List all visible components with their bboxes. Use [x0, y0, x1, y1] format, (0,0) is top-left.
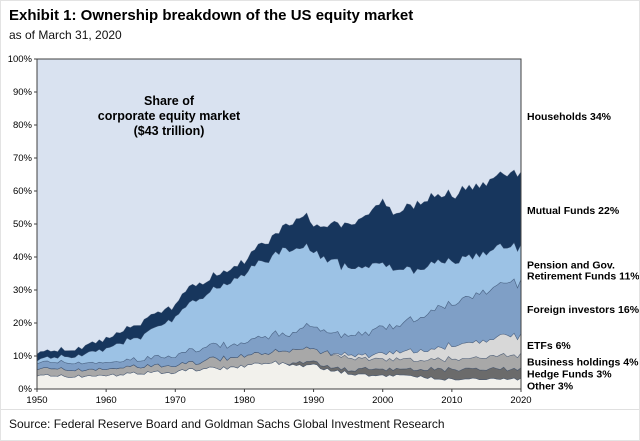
series-label-households: Households 34% [527, 111, 612, 123]
series-label-mutual-funds: Mutual Funds 22% [527, 205, 620, 217]
x-tick-label: 2020 [510, 395, 531, 406]
y-tick-label: 30% [13, 285, 33, 296]
series-label-hedge-funds: Hedge Funds 3% [527, 369, 612, 381]
x-tick-label: 1960 [96, 395, 117, 406]
y-tick-label: 90% [13, 87, 33, 98]
exhibit-title: Exhibit 1: Ownership breakdown of the US… [9, 7, 414, 24]
y-tick-label: 50% [13, 219, 33, 230]
annotation-share-of-market: Share of corporate equity market ($43 tril… [98, 94, 241, 138]
x-tick-label: 2000 [372, 395, 393, 406]
y-tick-label: 10% [13, 351, 33, 362]
series-label-foreign-investors: Foreign investors 16% [527, 304, 640, 316]
y-tick-label: 70% [13, 153, 33, 164]
y-tick-label: 80% [13, 120, 33, 131]
exhibit-subtitle: as of March 31, 2020 [9, 28, 122, 42]
y-tick-label: 20% [13, 318, 33, 329]
x-tick-label: 2010 [441, 395, 462, 406]
chart-area-wrapper: 0% 10% 20% 30% 40% 50% 60% 70% 80% 90% 100% 1950 196… [1, 49, 640, 409]
y-tick-label: 60% [13, 186, 33, 197]
y-tick-label: 0% [18, 384, 32, 395]
series-label-etfs: ETFs 6% [527, 340, 571, 352]
x-tick-label: 1950 [26, 395, 47, 406]
x-tick-label: 1990 [303, 395, 324, 406]
source-line: Source: Federal Reserve Board and Goldma… [1, 409, 639, 431]
y-tick-label: 100% [8, 54, 33, 65]
series-label-other: Other 3% [527, 381, 574, 393]
x-tick-label: 1980 [234, 395, 255, 406]
y-tick-label: 40% [13, 252, 33, 263]
series-label-pension-funds: Pension and Gov. Retirement Funds 11% [527, 259, 640, 282]
x-tick-label: 1970 [165, 395, 186, 406]
series-label-business-holdings: Business holdings 4% [527, 357, 639, 369]
ownership-stacked-area-chart: 0% 10% 20% 30% 40% 50% 60% 70% 80% 90% 100% 1950 196… [8, 54, 640, 406]
